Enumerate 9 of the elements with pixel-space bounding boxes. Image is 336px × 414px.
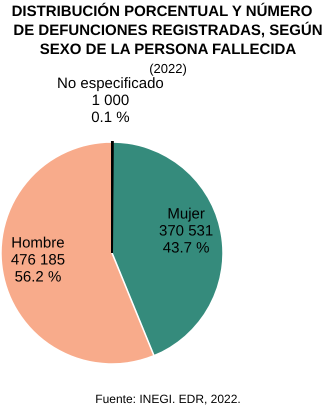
data-label: 476 185 56.2 % xyxy=(10,252,66,286)
data-label: 370 531 43.7 % xyxy=(159,222,214,257)
slice-label: No especificado xyxy=(57,75,164,92)
chart-title: DISTRIBUCIÓN PORCENTUAL Y NÚMERO DE DEFUNCIONES REGISTRADAS, SEGÚN SEXO DE LA PERSONA FALLECIDA xyxy=(12,2,323,58)
data-label: 1 000 0.1 % xyxy=(91,92,130,126)
source-note: Fuente: INEGI. EDR, 2022. xyxy=(95,392,241,406)
slice-label: Hombre xyxy=(11,234,65,252)
slice-label: Mujer xyxy=(167,206,205,223)
chart-subtitle: (2022) xyxy=(149,61,187,76)
